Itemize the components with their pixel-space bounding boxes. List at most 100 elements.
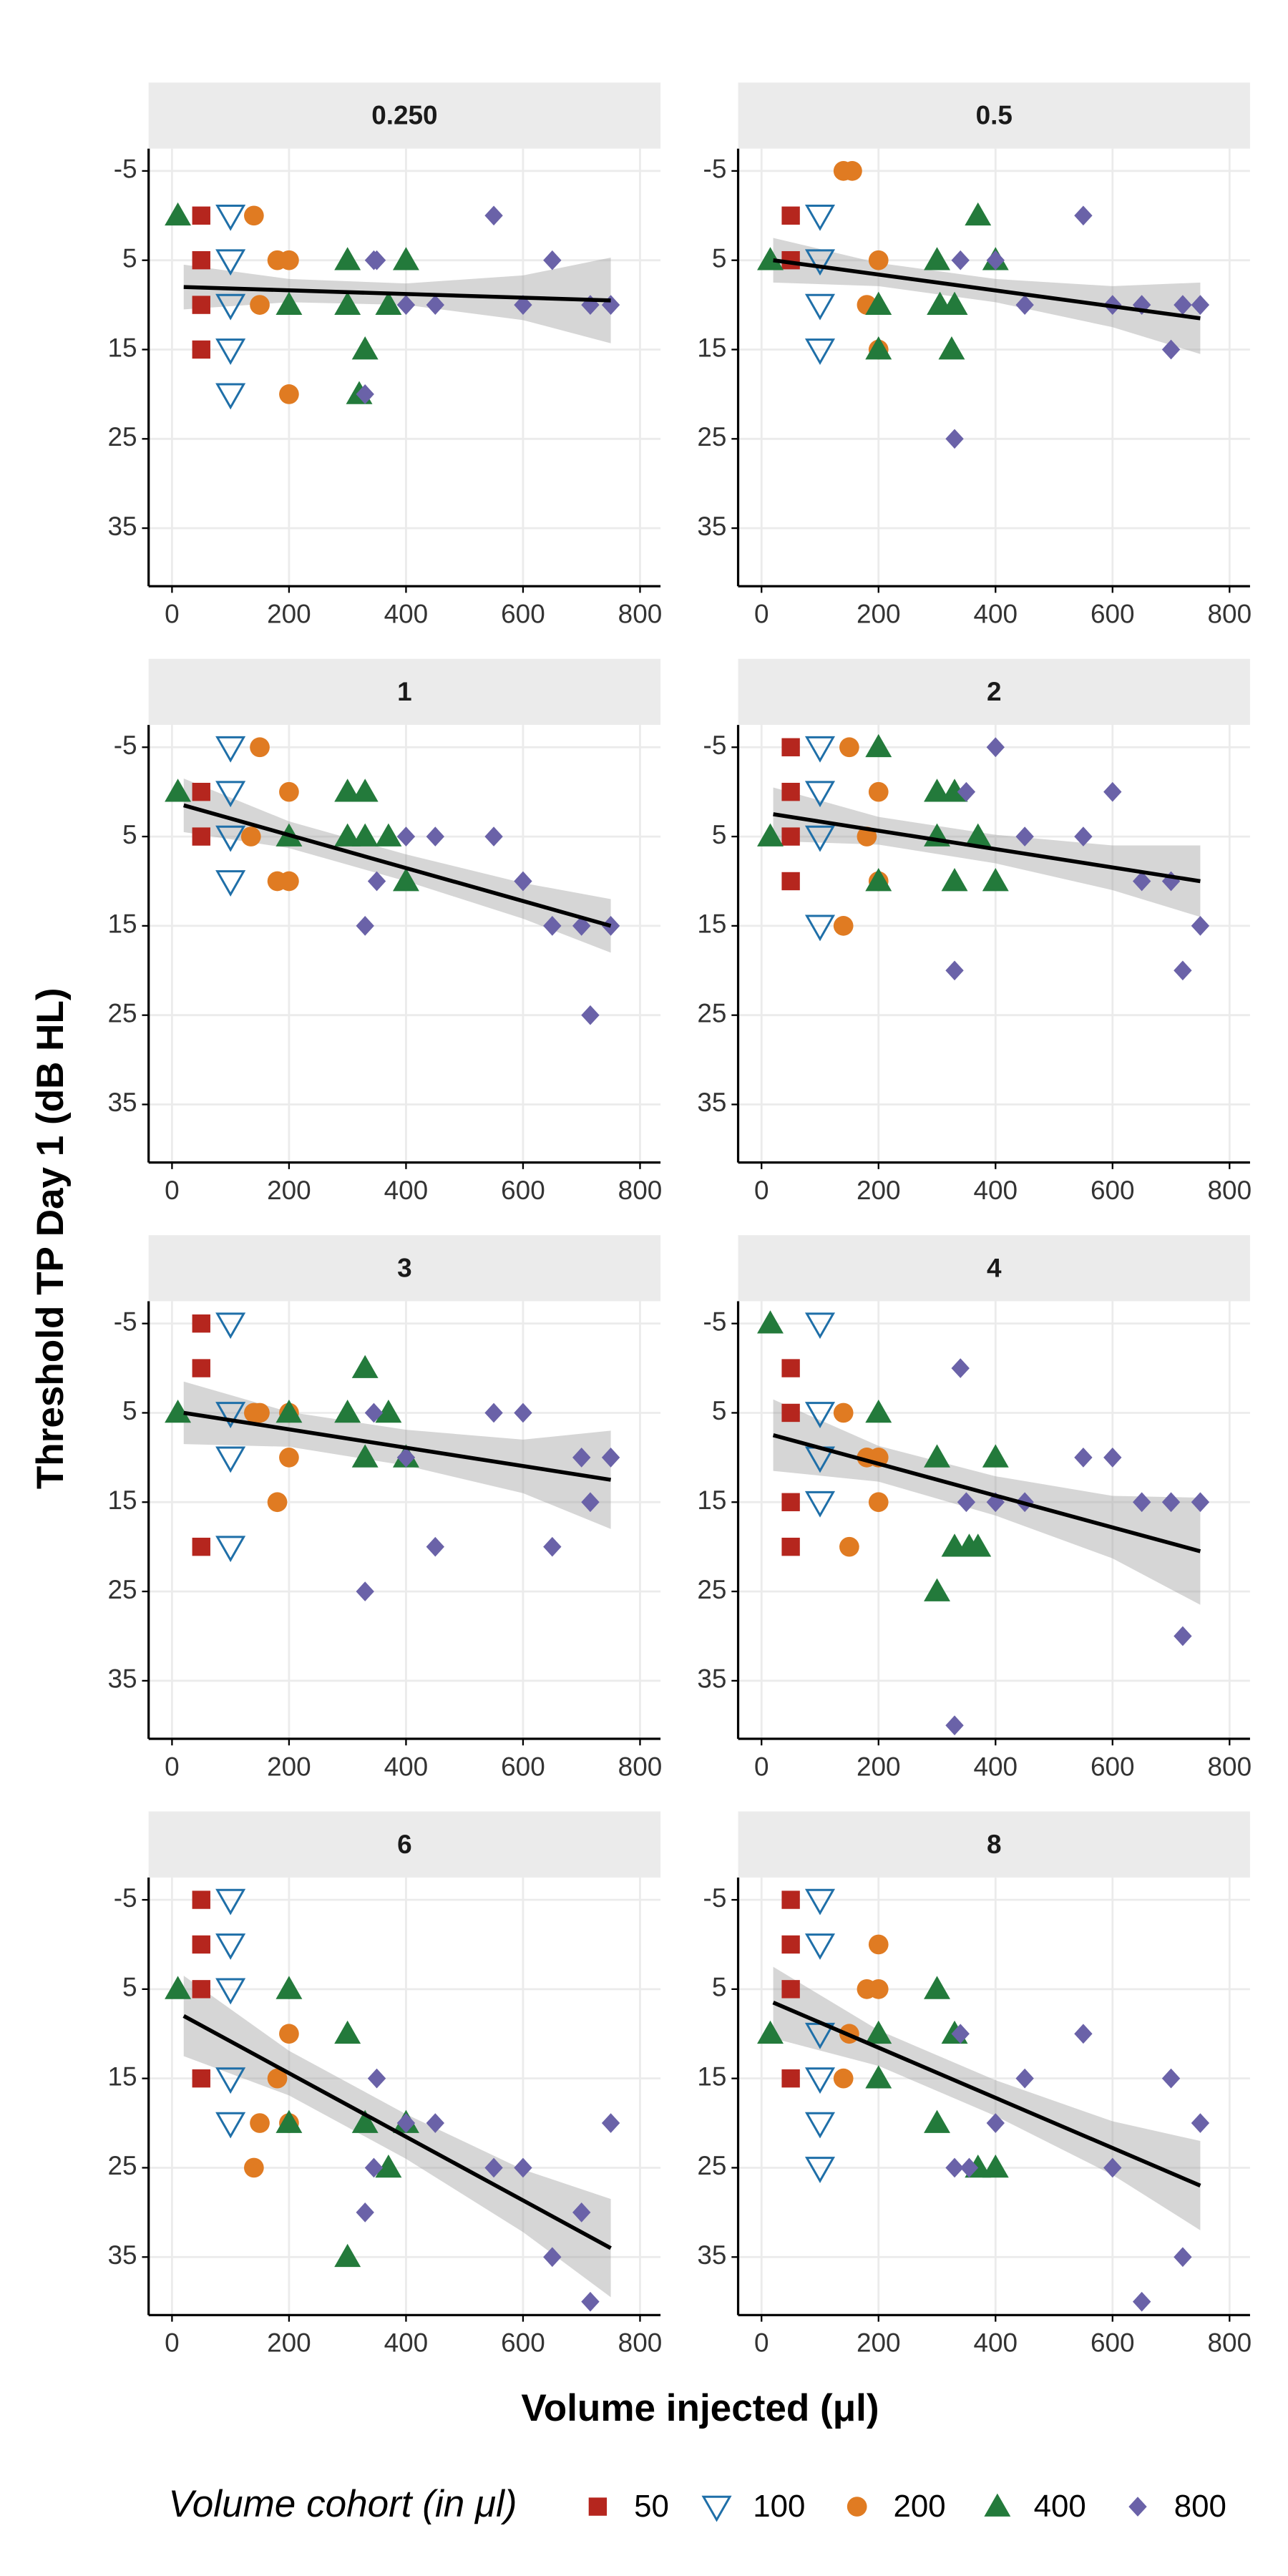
point-diamond [1174,2247,1192,2268]
point-triangle [375,823,402,847]
x-tick-label: 200 [857,1176,901,1205]
x-tick-label: 400 [384,1176,429,1205]
point-triangle [865,733,892,758]
point-diamond [581,2291,600,2312]
point-triangle-down [804,1312,836,1340]
point-diamond [572,2202,591,2223]
x-tick-label: 0 [754,2328,769,2358]
fit-line [772,2001,1201,2187]
y-tick-label: 35 [107,1664,137,1694]
y-tick-label: 25 [697,2151,726,2180]
point-triangle [924,779,950,802]
fit-line [182,2014,612,2250]
strip-label: 6 [397,1830,412,1859]
legend-label: 200 [893,2489,945,2524]
y-tick-label: -5 [114,731,137,760]
point-triangle-down [215,204,246,231]
y-axis-title: Threshold TP Day 1 (dB HL) [29,987,72,1489]
point-triangle-down [804,338,836,365]
point-square [781,782,800,801]
point-triangle [924,1578,950,1601]
fit-line [183,1410,612,1482]
point-triangle [375,291,402,315]
point-diamond [543,250,562,270]
point-square [781,2069,800,2088]
point-diamond [543,916,562,936]
y-tick-label: 15 [107,333,137,362]
point-triangle-down [215,825,246,852]
point-diamond [367,2068,386,2089]
point-triangle-down [215,1446,246,1473]
point-triangle-down [215,1402,246,1428]
y-tick-label: 5 [122,243,137,273]
point-diamond [951,2024,970,2044]
point-circle [250,2113,270,2133]
point-diamond [1015,295,1034,315]
point-triangle [941,868,968,892]
point-triangle [757,247,784,270]
y-tick-label: 35 [107,512,137,541]
point-diamond [484,1402,503,1423]
point-triangle [165,779,192,802]
point-triangle-down [804,204,836,231]
point-triangle-down [804,736,836,763]
y-tick-label: 25 [107,2151,137,2180]
point-triangle [392,868,419,892]
point-circle [833,1402,854,1423]
point-circle [842,161,862,181]
point-diamond [367,250,386,270]
y-tick-label: 15 [697,333,726,362]
x-tick-label: 600 [1091,2328,1135,2358]
legend-label: 100 [753,2489,805,2524]
point-diamond [356,384,374,404]
panel: 1 -5 5 15 25 35 0 200 400 600 800 [107,658,662,1205]
y-tick-label: -5 [703,155,727,184]
strip-label: 8 [987,1830,1002,1859]
x-tick-label: 0 [165,1176,180,1205]
point-diamond [1103,2157,1122,2178]
point-square [781,738,800,756]
x-tick-label: 200 [267,2328,311,2358]
x-tick-label: 0 [165,2328,180,2358]
point-diamond [957,781,976,802]
panel: 0.250 -5 5 15 25 35 0 200 400 600 800 [107,82,662,629]
y-tick-label: -5 [703,731,727,760]
point-triangle [275,2109,303,2133]
x-tick-label: 800 [1208,600,1252,629]
point-diamond [960,2157,979,2178]
point-square [192,827,210,846]
point-triangle [984,2493,1011,2517]
point-triangle-down [215,1888,246,1916]
y-tick-label: 5 [712,820,727,849]
x-tick-label: 0 [165,600,180,629]
strip [738,82,1250,149]
point-circle [279,1448,299,1468]
strip-label: 2 [987,677,1002,706]
point-square [781,1980,800,1999]
point-diamond [1191,1492,1210,1513]
point-triangle [941,291,968,315]
y-tick-label: -5 [703,1307,727,1336]
point-circle [868,250,889,270]
point-circle [839,737,859,758]
point-triangle-down [804,781,836,808]
x-tick-label: 600 [1091,1176,1135,1205]
point-triangle-down [215,249,246,276]
strip [738,658,1250,726]
point-triangle [938,336,965,360]
point-diamond [514,1402,532,1423]
y-tick-label: 5 [712,1396,727,1425]
point-triangle [334,2020,361,2044]
x-tick-label: 600 [501,2328,545,2358]
x-tick-label: 400 [973,600,1018,629]
point-square [781,1935,800,1954]
point-diamond [364,2157,384,2178]
point-circle [250,737,270,758]
point-triangle [375,2154,402,2178]
x-tick-label: 800 [1208,1176,1252,1205]
point-triangle [865,2065,892,2089]
point-triangle [982,868,1009,892]
point-diamond [1074,2024,1093,2044]
